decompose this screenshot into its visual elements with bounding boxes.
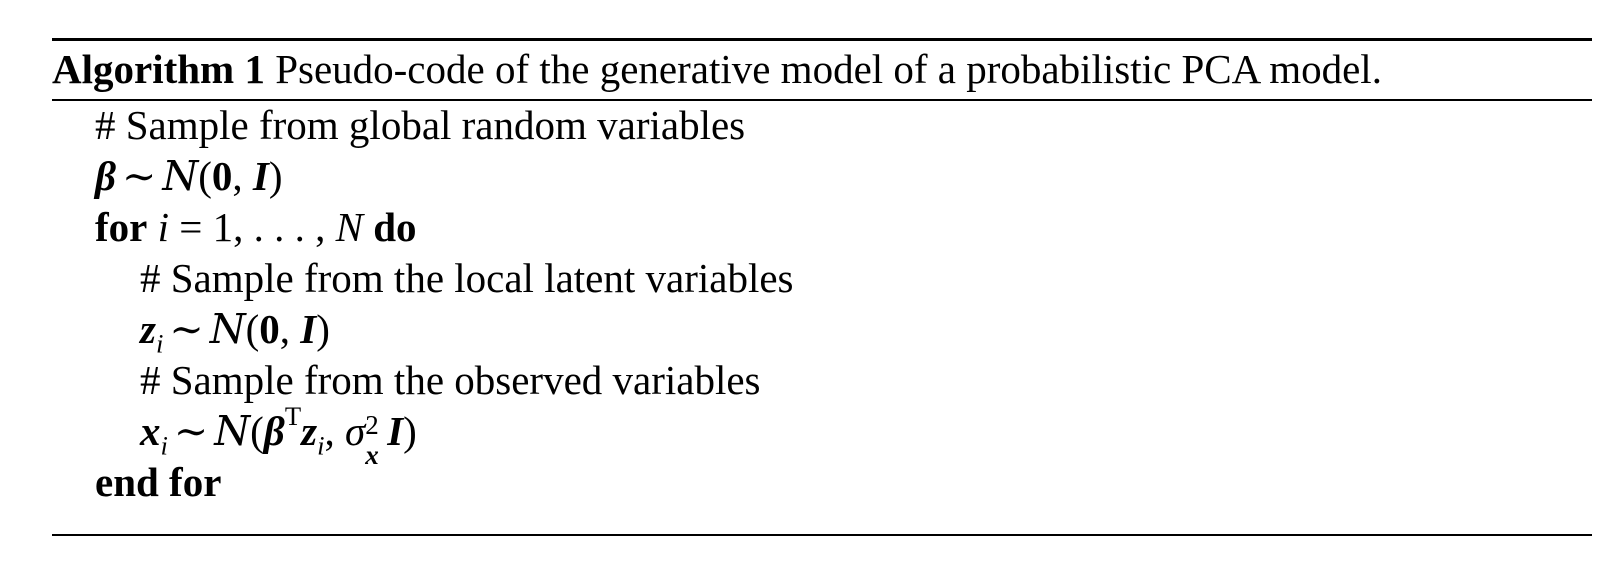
- sigma-exponent: 2: [365, 410, 379, 440]
- bottom-rule: [52, 534, 1592, 536]
- comment-local: # Sample from the local latent variables: [140, 255, 794, 301]
- identity-matrix: I: [252, 153, 269, 199]
- z-prior-line: zi ∼ N(0, I): [140, 305, 330, 359]
- beta-prior-line: β ∼ N(0, I): [95, 152, 283, 200]
- sim-symbol: ∼: [122, 153, 157, 199]
- sim-symbol: ∼: [173, 408, 209, 454]
- normal-symbol: N: [214, 407, 251, 455]
- x-symbol: x: [140, 408, 161, 454]
- caption-rule: [52, 99, 1592, 101]
- end-for-line: end for: [95, 459, 222, 505]
- zero-vector: 0: [259, 306, 280, 352]
- for-line: for i = 1, . . . , N do: [95, 202, 417, 252]
- z-symbol: z: [140, 306, 156, 352]
- algorithm-caption-text: Pseudo-code of the generative model of a…: [275, 46, 1382, 92]
- z-index: i: [317, 430, 325, 461]
- normal-symbol: N: [209, 305, 246, 353]
- algorithm-label: Algorithm 1: [52, 46, 265, 92]
- identity-matrix: I: [387, 408, 404, 454]
- loop-range: 1, . . . ,: [212, 204, 336, 250]
- zero-vector: 0: [211, 153, 233, 199]
- normal-symbol: N: [162, 152, 199, 200]
- loop-upper-bound: N: [335, 204, 363, 250]
- loop-variable: i: [157, 204, 170, 250]
- identity-matrix: I: [300, 306, 317, 352]
- z-index: i: [155, 328, 164, 359]
- x-likelihood-line: xi ∼ N(βTzi, σ 2 x I): [140, 403, 417, 470]
- comment-global: # Sample from global random variables: [95, 102, 746, 148]
- transpose-mark: T: [284, 401, 302, 432]
- beta-symbol: β: [263, 408, 285, 454]
- comment-observed: # Sample from the observed variables: [140, 357, 761, 403]
- sim-symbol: ∼: [169, 306, 204, 352]
- beta-symbol: β: [95, 153, 117, 199]
- top-rule: [52, 38, 1592, 41]
- sigma-subscript: x: [365, 440, 379, 470]
- x-index: i: [160, 430, 168, 461]
- do-keyword: do: [373, 204, 417, 250]
- algorithm-caption: Algorithm 1 Pseudo-code of the generativ…: [52, 44, 1382, 94]
- sigma-symbol: σ: [344, 408, 366, 454]
- z-symbol: z: [301, 408, 318, 454]
- loop-equals: =: [179, 204, 203, 250]
- for-keyword: for: [95, 204, 148, 250]
